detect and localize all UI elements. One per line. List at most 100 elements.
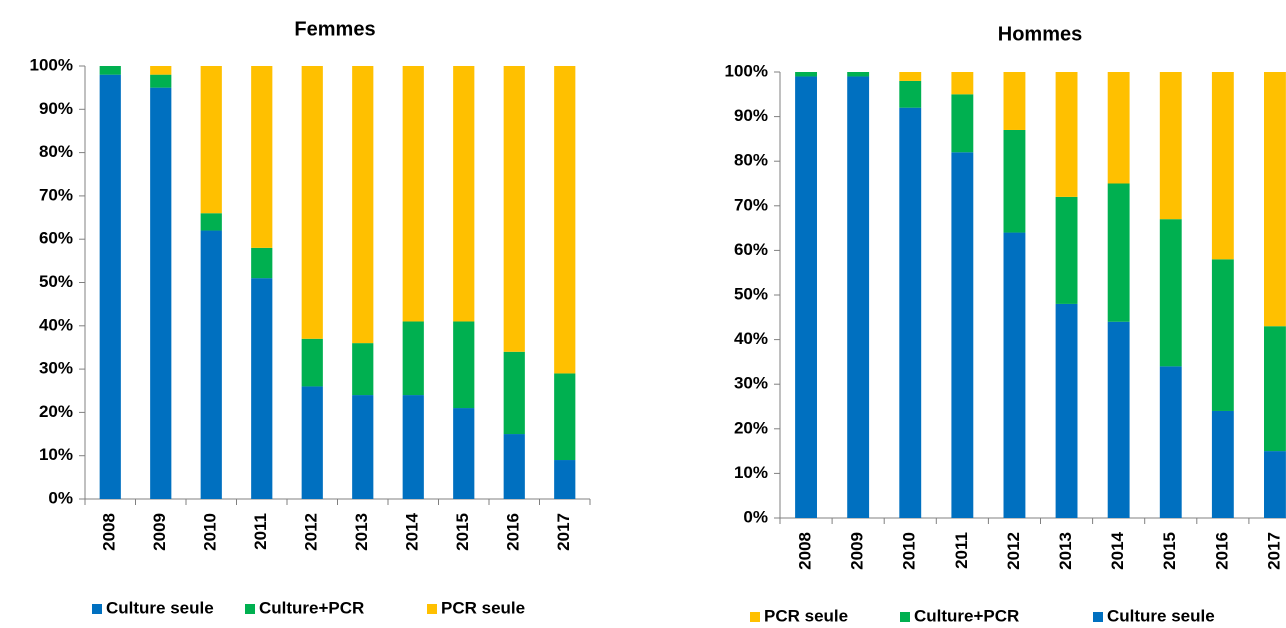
legend-swatch — [750, 612, 760, 622]
bar-segment — [1159, 72, 1182, 220]
x-tick-label: 2011 — [952, 532, 971, 569]
bar-segment — [1264, 326, 1286, 452]
bar-segment — [1211, 72, 1234, 260]
y-tick-label: 0% — [743, 507, 768, 526]
x-tick-label: 2010 — [201, 513, 220, 551]
y-tick-label: 10% — [39, 445, 73, 464]
bar-segment — [352, 395, 374, 499]
bar-segment — [301, 386, 323, 499]
bar-segment — [301, 66, 323, 339]
bar-segment — [503, 351, 525, 435]
y-tick-label: 90% — [39, 99, 73, 118]
bar-segment — [899, 107, 922, 519]
bar-segment — [99, 74, 121, 499]
y-tick-label: 60% — [39, 229, 73, 248]
y-tick-label: 40% — [734, 329, 768, 348]
y-tick-label: 100% — [725, 61, 768, 80]
bar-segment — [200, 230, 222, 500]
y-tick-label: 70% — [39, 185, 73, 204]
bar-segment — [99, 66, 121, 75]
legend-label: PCR seule — [441, 598, 525, 617]
bar-segment — [1055, 72, 1078, 197]
bar-segment — [899, 80, 922, 108]
chart-title: Femmes — [294, 18, 375, 40]
bar-segment — [951, 152, 974, 518]
bar-segment — [301, 338, 323, 387]
bar-segment — [1211, 259, 1234, 411]
bar-segment — [1159, 366, 1182, 518]
bar-segment — [1107, 321, 1130, 518]
bar-segment — [402, 66, 424, 322]
bar-segment — [554, 66, 576, 374]
bar-segment — [847, 72, 870, 77]
bar-segment — [795, 76, 817, 519]
x-tick-label: 2009 — [150, 513, 169, 551]
x-tick-label: 2008 — [100, 513, 119, 551]
x-tick-label: 2009 — [848, 532, 867, 570]
y-tick-label: 40% — [39, 315, 73, 334]
x-tick-label: 2008 — [796, 532, 815, 570]
x-tick-label: 2013 — [352, 513, 371, 551]
x-tick-label: 2013 — [1056, 532, 1075, 570]
bar-segment — [251, 66, 273, 248]
bar-segment — [402, 321, 424, 396]
bar-segment — [453, 321, 475, 409]
y-tick-label: 70% — [734, 195, 768, 214]
y-tick-label: 0% — [48, 488, 73, 507]
y-tick-label: 80% — [39, 142, 73, 161]
bar-segment — [503, 66, 525, 352]
bar-segment — [352, 66, 374, 344]
legend-label: Culture seule — [106, 598, 214, 617]
bar-segment — [200, 66, 222, 214]
x-tick-label: 2010 — [900, 532, 919, 570]
x-tick-label: 2016 — [1212, 532, 1231, 570]
bar-segment — [847, 76, 870, 519]
bar-segment — [951, 72, 974, 95]
bar-segment — [150, 66, 172, 75]
bar-segment — [1159, 219, 1182, 367]
y-tick-label: 90% — [734, 106, 768, 125]
bar-segment — [899, 72, 922, 81]
bar-segment — [951, 94, 974, 153]
bar-segment — [554, 373, 576, 461]
y-tick-label: 80% — [734, 151, 768, 170]
legend-label: PCR seule — [764, 606, 848, 625]
bar-segment — [200, 213, 222, 231]
bar-segment — [251, 278, 273, 499]
bar-segment — [795, 72, 817, 77]
legend-label: Culture+PCR — [259, 598, 364, 617]
x-tick-label: 2015 — [1160, 532, 1179, 570]
y-tick-label: 100% — [30, 55, 73, 74]
y-tick-label: 20% — [734, 418, 768, 437]
bar-segment — [1003, 232, 1026, 518]
bar-segment — [1107, 183, 1130, 322]
bar-segment — [1003, 72, 1026, 130]
bar-segment — [1264, 72, 1286, 327]
legend-label: Culture+PCR — [914, 606, 1019, 625]
legend-swatch — [245, 604, 255, 614]
legend-swatch — [1093, 612, 1103, 622]
y-tick-label: 50% — [734, 284, 768, 303]
y-tick-label: 60% — [734, 240, 768, 259]
bar-segment — [150, 87, 172, 500]
x-tick-label: 2012 — [1004, 532, 1023, 570]
x-tick-label: 2017 — [1264, 532, 1283, 570]
legend-swatch — [92, 604, 102, 614]
bar-segment — [453, 408, 475, 499]
y-tick-label: 30% — [734, 374, 768, 393]
legend-swatch — [900, 612, 910, 622]
y-tick-label: 10% — [734, 463, 768, 482]
bar-segment — [402, 395, 424, 499]
x-tick-label: 2014 — [403, 512, 422, 550]
chart-title: Hommes — [998, 23, 1082, 45]
legend-label: Culture seule — [1107, 606, 1215, 625]
x-tick-label: 2017 — [554, 513, 573, 551]
bar-segment — [251, 247, 273, 279]
y-tick-label: 50% — [39, 272, 73, 291]
y-tick-label: 20% — [39, 402, 73, 421]
bar-segment — [1211, 410, 1234, 518]
bar-segment — [453, 66, 475, 322]
x-tick-label: 2011 — [251, 513, 270, 550]
x-tick-label: 2016 — [504, 513, 523, 551]
